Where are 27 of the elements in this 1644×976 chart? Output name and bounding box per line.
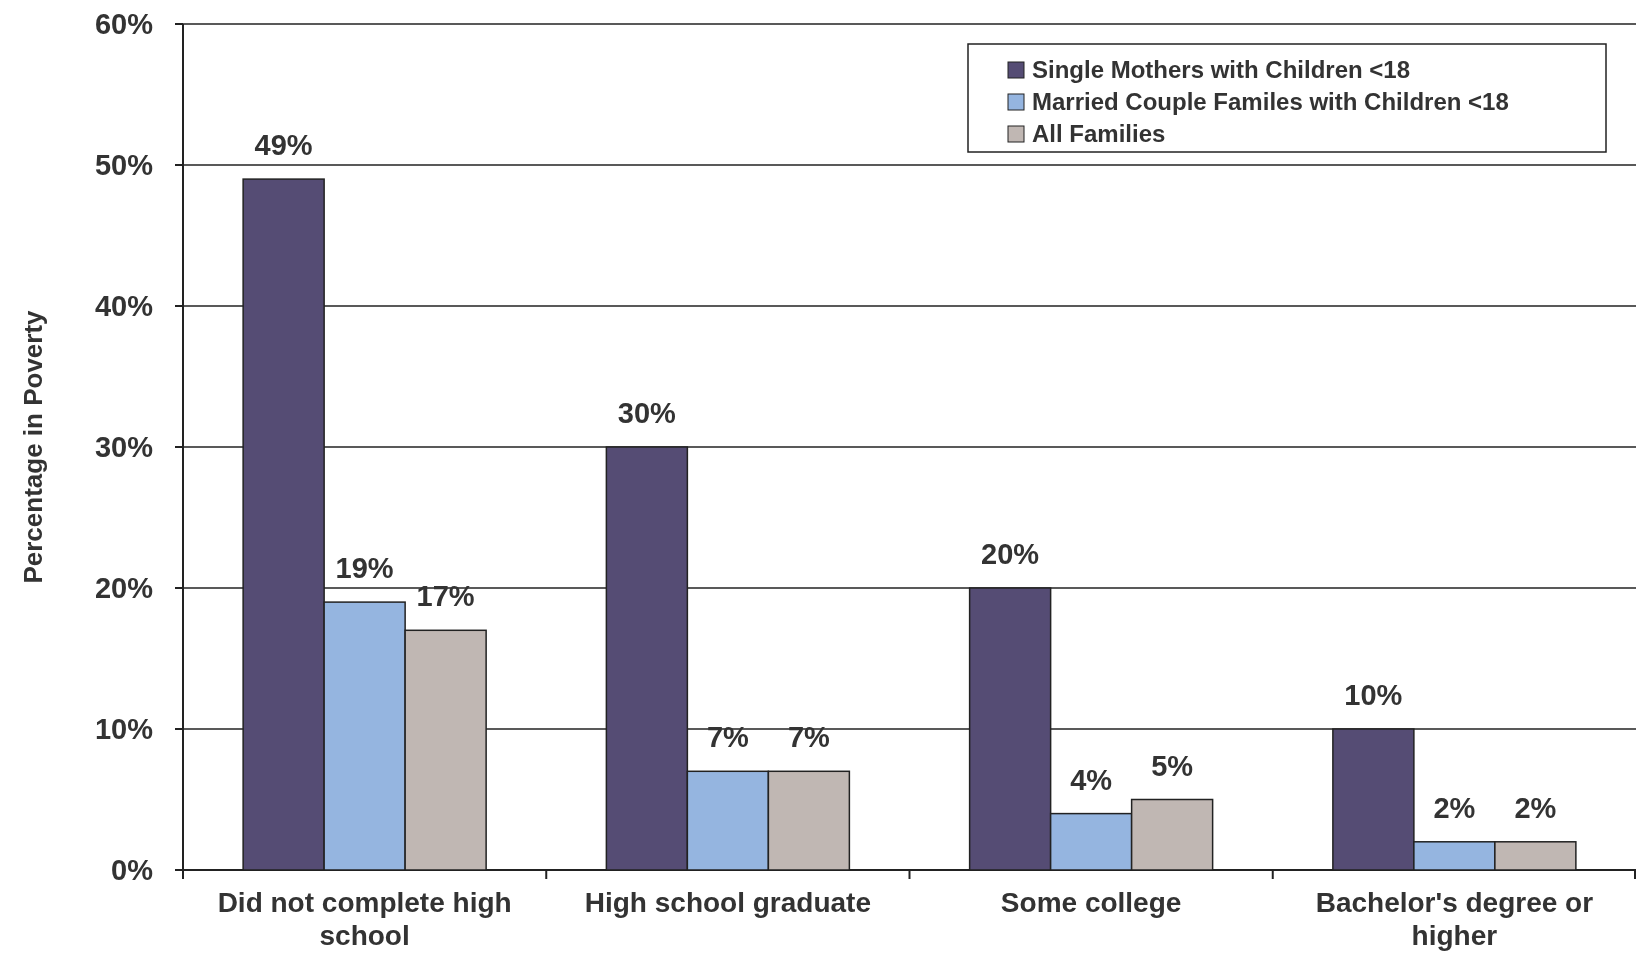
- legend-label: All Families: [1032, 120, 1166, 148]
- y-tick-label: 50%: [94, 149, 154, 182]
- x-tick-label: Some college: [1000, 887, 1182, 918]
- y-axis-title: Percentage in Poverty: [18, 309, 48, 584]
- data-label: 2%: [1433, 791, 1476, 824]
- x-tick-label: High school graduate: [584, 887, 871, 918]
- data-label: 7%: [706, 721, 750, 754]
- data-label: 2%: [1514, 791, 1557, 824]
- data-label: 20%: [981, 538, 1040, 570]
- data-label: 5%: [1151, 749, 1194, 782]
- y-tick-label: 10%: [94, 713, 154, 746]
- data-label: 30%: [617, 397, 677, 429]
- data-label: 10%: [1344, 679, 1403, 711]
- x-tick-label: Did not complete high school: [217, 887, 512, 951]
- data-label: 17%: [416, 580, 475, 613]
- data-label: 4%: [1070, 763, 1113, 796]
- y-tick-label: 40%: [94, 290, 154, 323]
- data-label: 49%: [254, 129, 313, 162]
- data-label: 19%: [335, 552, 394, 585]
- y-tick-label: 60%: [94, 8, 154, 41]
- data-label: 7%: [787, 721, 831, 754]
- y-tick-label: 20%: [94, 572, 154, 605]
- legend-label: Married Couple Familes with Children <18: [1032, 88, 1509, 116]
- y-tick-label: 0%: [111, 854, 154, 887]
- x-tick-label: Bachelor's degree or higher: [1315, 887, 1594, 951]
- y-tick-label: 30%: [94, 431, 154, 464]
- legend-label: Single Mothers with Children <18: [1032, 56, 1411, 84]
